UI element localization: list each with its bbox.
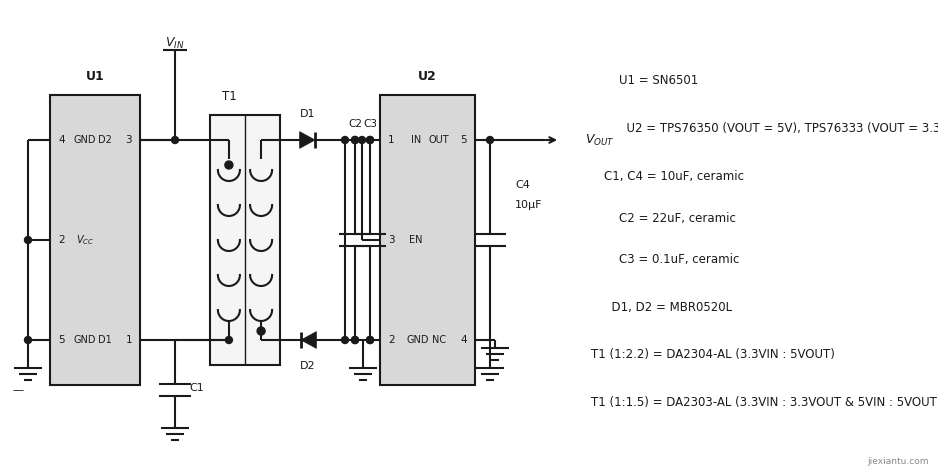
Circle shape <box>352 337 358 344</box>
Text: C4: C4 <box>515 180 530 190</box>
Text: 4: 4 <box>58 135 65 145</box>
Circle shape <box>341 137 349 143</box>
Text: D1: D1 <box>300 109 316 119</box>
Circle shape <box>352 137 358 143</box>
Text: GND: GND <box>74 135 97 145</box>
Text: 1: 1 <box>388 135 395 145</box>
Circle shape <box>24 237 32 244</box>
Text: D2: D2 <box>98 135 112 145</box>
Circle shape <box>358 137 366 143</box>
Text: T1 (1:2.2) = DA2304-AL (3.3VIN : 5VOUT): T1 (1:2.2) = DA2304-AL (3.3VIN : 5VOUT) <box>591 348 835 361</box>
Text: 2: 2 <box>388 335 395 345</box>
Bar <box>50 95 140 385</box>
Text: 5: 5 <box>461 135 467 145</box>
Text: C2 = 22uF, ceramic: C2 = 22uF, ceramic <box>604 212 736 226</box>
Text: T1 (1:1.5) = DA2303-AL (3.3VIN : 3.3VOUT & 5VIN : 5VOUT): T1 (1:1.5) = DA2303-AL (3.3VIN : 3.3VOUT… <box>591 396 938 409</box>
Circle shape <box>225 161 233 169</box>
Bar <box>380 95 475 385</box>
Text: IN: IN <box>411 135 421 145</box>
Circle shape <box>367 137 373 143</box>
Circle shape <box>352 137 358 143</box>
Text: D1, D2 = MBR0520L: D1, D2 = MBR0520L <box>604 300 733 314</box>
Polygon shape <box>301 332 316 348</box>
Circle shape <box>487 137 493 143</box>
Text: U2 = TPS76350 (VOUT = 5V), TPS76333 (VOUT = 3.3V): U2 = TPS76350 (VOUT = 5V), TPS76333 (VOU… <box>619 122 938 135</box>
Text: 4: 4 <box>461 335 467 345</box>
Text: NC: NC <box>431 335 446 345</box>
Text: C1: C1 <box>189 383 204 393</box>
Text: U2: U2 <box>418 70 437 83</box>
Text: D2: D2 <box>300 361 316 371</box>
Text: GND: GND <box>407 335 430 345</box>
Circle shape <box>352 337 358 344</box>
Circle shape <box>225 337 233 344</box>
Text: 2: 2 <box>58 235 65 245</box>
Text: C2: C2 <box>348 119 362 129</box>
Text: $V_{IN}$: $V_{IN}$ <box>165 35 185 50</box>
Bar <box>210 115 280 365</box>
Text: $V_{CC}$: $V_{CC}$ <box>76 233 94 247</box>
Circle shape <box>367 337 373 344</box>
Circle shape <box>257 327 265 335</box>
Text: 10μF: 10μF <box>515 200 542 210</box>
Circle shape <box>24 337 32 344</box>
Text: C3 = 0.1uF, ceramic: C3 = 0.1uF, ceramic <box>604 253 739 266</box>
Text: EN: EN <box>409 235 423 245</box>
Text: 3: 3 <box>388 235 395 245</box>
Circle shape <box>172 137 178 143</box>
Text: C1, C4 = 10uF, ceramic: C1, C4 = 10uF, ceramic <box>604 169 744 183</box>
Text: T1: T1 <box>221 90 236 103</box>
Polygon shape <box>299 131 315 149</box>
Text: 5: 5 <box>58 335 65 345</box>
Text: 1: 1 <box>126 335 132 345</box>
Text: D1: D1 <box>98 335 112 345</box>
Circle shape <box>341 337 349 344</box>
Text: jiexiantu.com: jiexiantu.com <box>867 457 929 466</box>
Text: GND: GND <box>74 335 97 345</box>
Circle shape <box>367 337 373 344</box>
Text: —: — <box>12 385 23 395</box>
Text: C3: C3 <box>363 119 377 129</box>
Text: U1 = SN6501: U1 = SN6501 <box>619 74 698 88</box>
Text: U1: U1 <box>85 70 104 83</box>
Text: $V_{OUT}$: $V_{OUT}$ <box>585 132 614 148</box>
Circle shape <box>367 137 373 143</box>
Text: 3: 3 <box>126 135 132 145</box>
Text: OUT: OUT <box>429 135 449 145</box>
